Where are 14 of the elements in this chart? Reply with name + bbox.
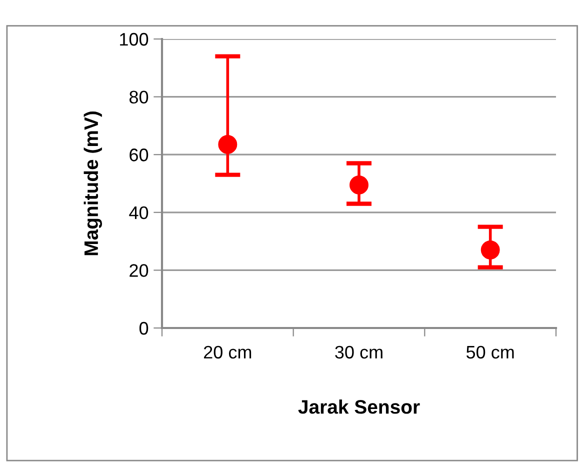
y-tick-label: 40 <box>129 206 148 220</box>
x-tick-label: 50 cm <box>466 346 514 359</box>
point <box>218 135 238 154</box>
x-axis-title: Jarak Sensor <box>298 400 420 414</box>
point <box>350 175 368 194</box>
x-tick-label: 20 cm <box>204 346 252 359</box>
y-tick-label: 100 <box>120 32 148 46</box>
point <box>480 240 500 260</box>
y-tick-label: 60 <box>130 148 148 162</box>
y-tick-label: 0 <box>139 322 148 335</box>
y-axis-title: Magnitude (mV) <box>84 112 102 256</box>
x-tick-label: 30 cm <box>335 346 382 359</box>
y-tick-label: 80 <box>130 90 148 104</box>
y-tick-label: 20 <box>130 264 148 277</box>
